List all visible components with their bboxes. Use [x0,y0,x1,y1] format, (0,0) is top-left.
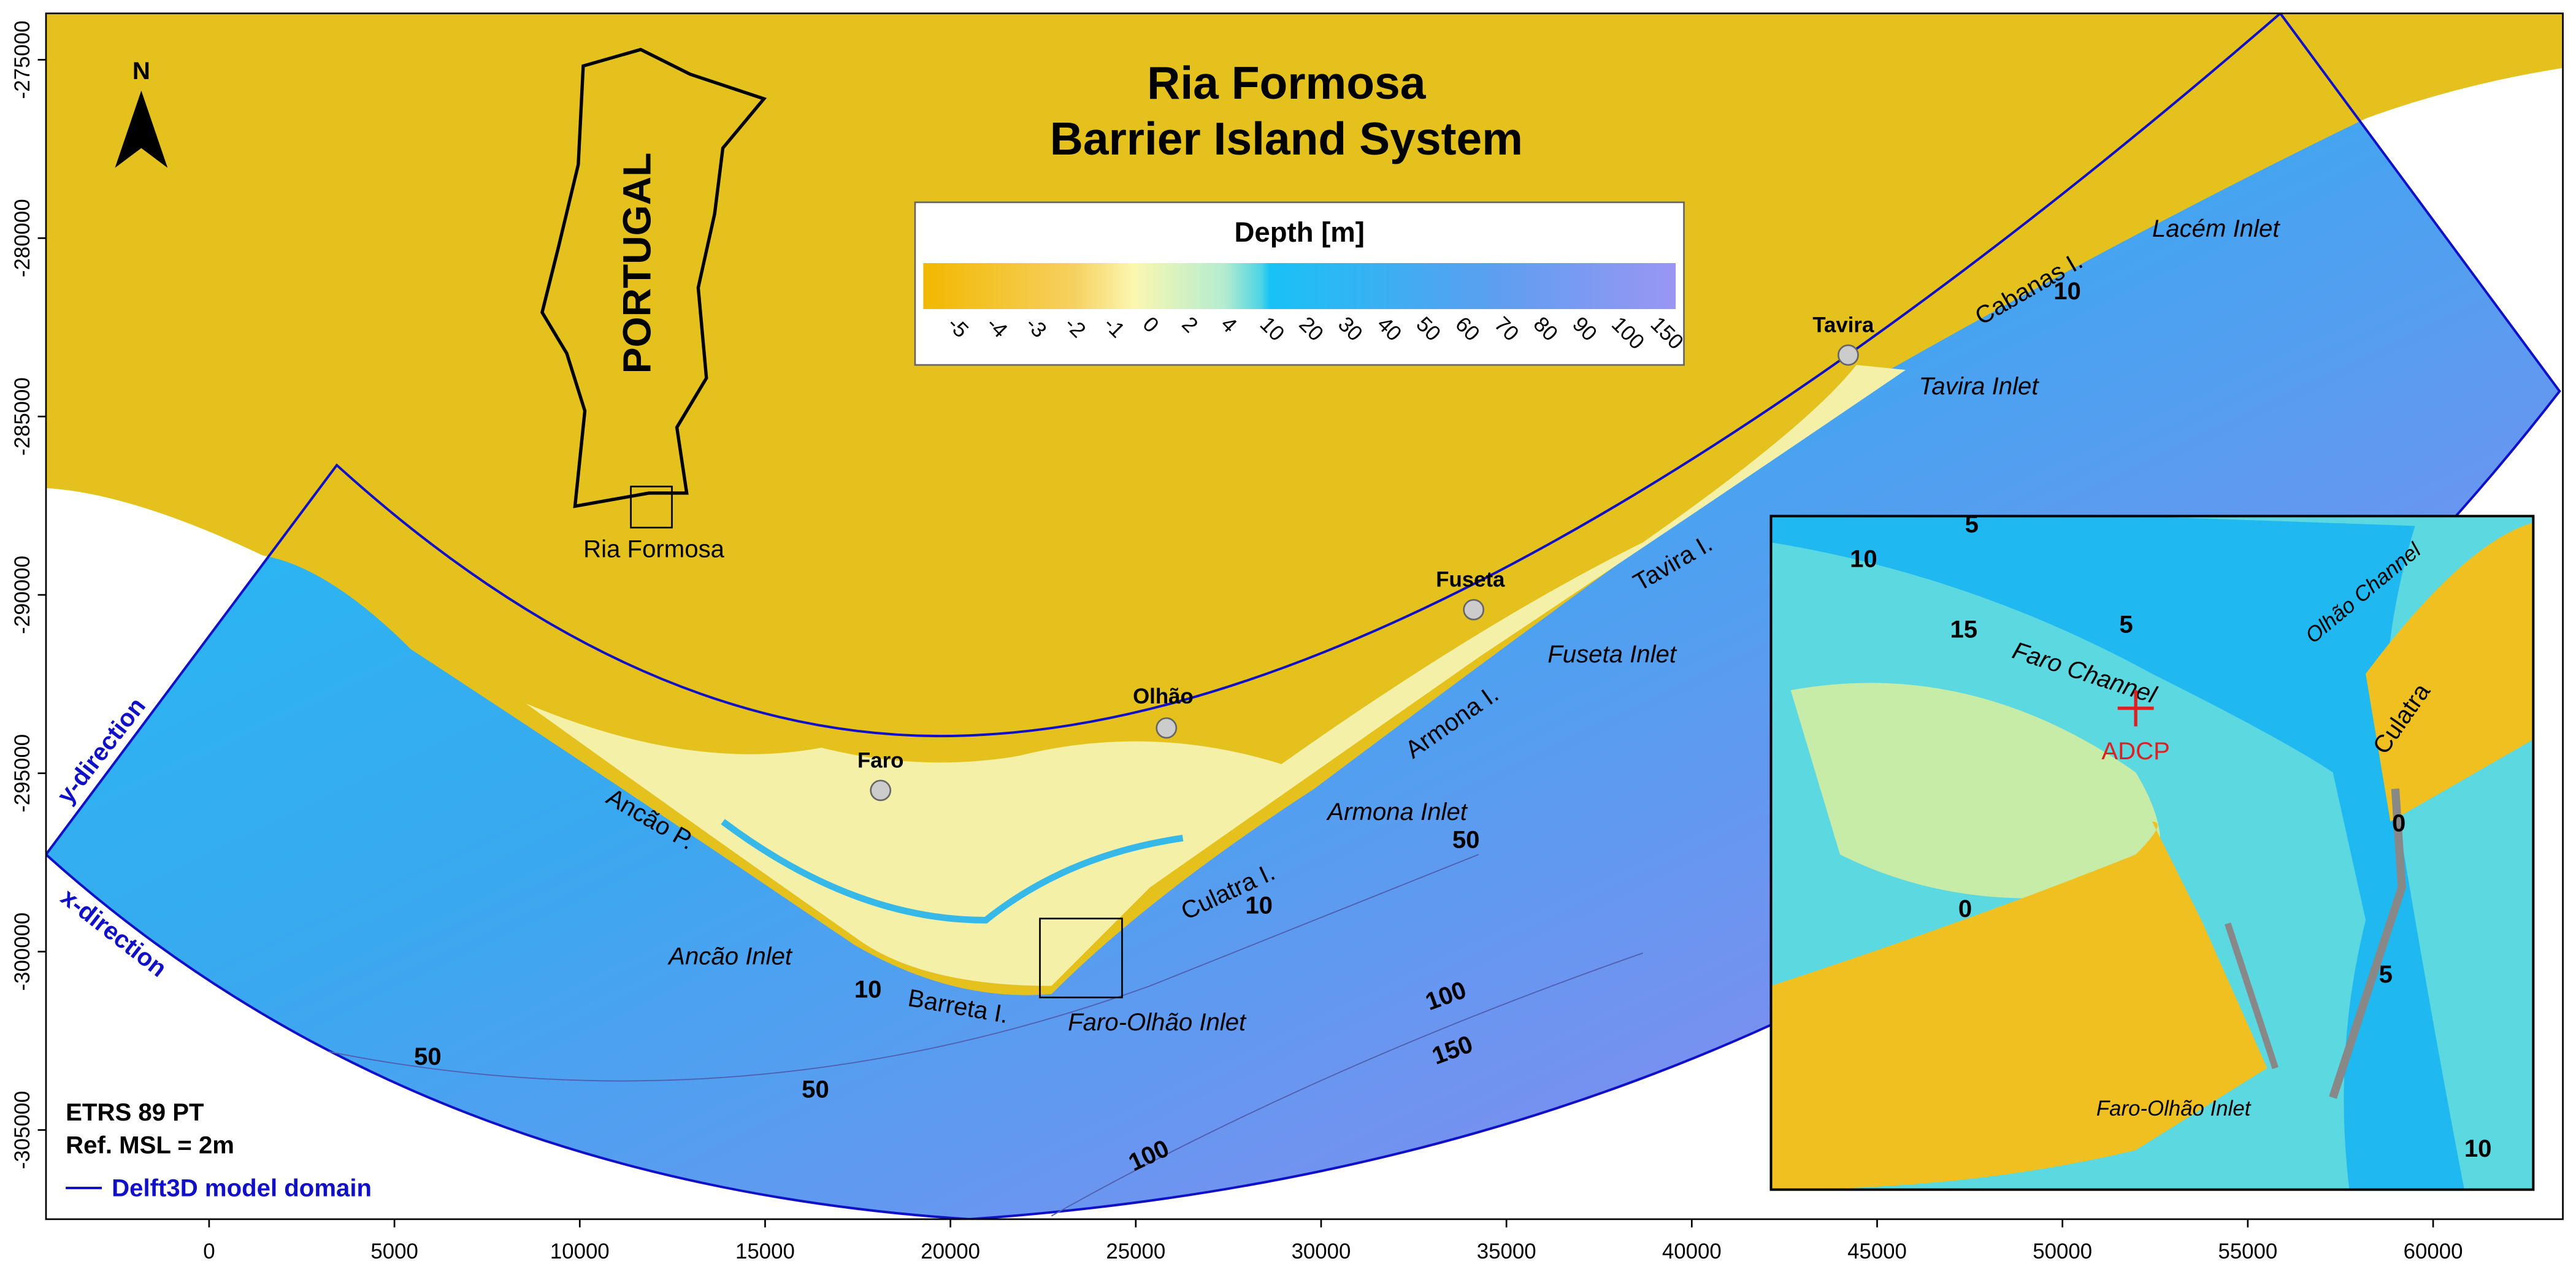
x-tick-label: 20000 [921,1239,980,1263]
inset-frame [1769,515,2535,1191]
contour-label: 10 [2464,1135,2492,1162]
contour-label: 50 [414,1043,442,1070]
contour-label: 0 [2392,810,2405,837]
x-tick-label: 0 [203,1239,215,1263]
inset: Faro Channel Olhão Channel Culatra ADCP … [1769,510,2535,1191]
contour-label: 0 [1958,895,1972,922]
place: Ancão Inlet [667,943,793,970]
contour-label: 5 [2379,960,2393,988]
jetty [2225,922,2279,1070]
contour-label: 10 [1850,545,1877,573]
place: Faro-Olhão Inlet [1068,1008,1247,1036]
contour-label: 50 [1452,826,1480,854]
adcp-marker [2117,690,2154,727]
country-label: PORTUGAL [615,153,659,374]
contour-labels: 10 10 50 50 50 100 150 100 10 [414,277,2081,1176]
contour-label: 10 [2053,277,2081,305]
info: ETRS 89 PT [66,1098,204,1126]
channel-deep [1771,516,2464,1190]
y-tick-label: -305000 [10,1091,34,1170]
channel [721,819,1184,924]
title: Barrier Island System [1050,113,1523,164]
x-tick-label: 45000 [1847,1239,1907,1263]
north-arrow [115,90,168,168]
inset-label: Faro-Olhão Inlet [2096,1097,2252,1121]
frame [45,12,2564,1220]
place: Faro [857,748,903,772]
x-tick-label: 25000 [1106,1239,1165,1263]
contour-label: 50 [802,1076,829,1103]
contour [1051,952,1643,1217]
x-tick-label: 40000 [1662,1239,1722,1263]
culatra-island [2366,523,2534,822]
axes: 0 5000 10000 15000 20000 25000 30000 35000 40000… [10,21,2463,1264]
y-tick-label: -290000 [10,556,34,634]
x-tick-label: 50000 [2033,1239,2092,1263]
contour-label: 10 [854,975,882,1003]
contour-label: 15 [1950,616,1977,643]
y-tick-label: -275000 [10,21,34,99]
place: Armona Inlet [1326,798,1468,826]
lagoon [526,365,1906,986]
contour-label: 10 [1245,892,1273,919]
x-tick-label: 35000 [1477,1239,1536,1263]
contour [328,854,1479,1082]
jetty [2329,788,2406,1099]
place: Lacém Inlet [2152,215,2280,242]
info: Ref. MSL = 2m [66,1132,234,1159]
inset-contour-labels: 5 10 15 5 0 0 5 10 [1850,510,2491,1162]
legend-label: Delft3D model domain [112,1174,372,1201]
place: Tavira Inlet [1919,372,2040,400]
y-tick-label: -295000 [10,734,34,813]
x-tick-label: 15000 [735,1239,795,1263]
colorbar-title: Depth [m] [1235,216,1365,248]
title: Ria Formosa [1147,57,1427,109]
x-tick-label: 30000 [1292,1239,1351,1263]
x-tick-label: 60000 [2404,1239,2463,1263]
y-tick-label: -300000 [10,913,34,991]
inset-label: ADCP [2101,737,2170,765]
towns: Faro Olhão Fuseta Tavira [857,313,1874,802]
x-tick-label: 5000 [370,1239,418,1263]
north-label: N [132,57,150,85]
sandbar [1771,821,2267,1190]
site-label: Ria Formosa [583,535,725,562]
y-tick-label: -280000 [10,199,34,277]
x-tick-label: 10000 [550,1239,610,1263]
place: Olhão [1133,684,1194,708]
place: Fuseta Inlet [1547,640,1677,668]
town [1463,599,1485,621]
town [1837,344,1859,366]
x-tick-label: 55000 [2218,1239,2277,1263]
contour-label: 5 [2119,611,2133,638]
place: Tavira [1812,313,1874,337]
shoal [1790,683,2161,898]
town [870,780,892,802]
contour-label: 5 [1965,510,1979,538]
y-tick-label: -285000 [10,377,34,456]
town [1156,717,1178,739]
colorbar [923,262,1676,309]
model-domain [46,13,2561,1219]
inset-locator [1039,918,1123,998]
locator-box [630,485,673,529]
place: Fuseta [1436,568,1505,592]
portugal-outline [540,47,767,508]
